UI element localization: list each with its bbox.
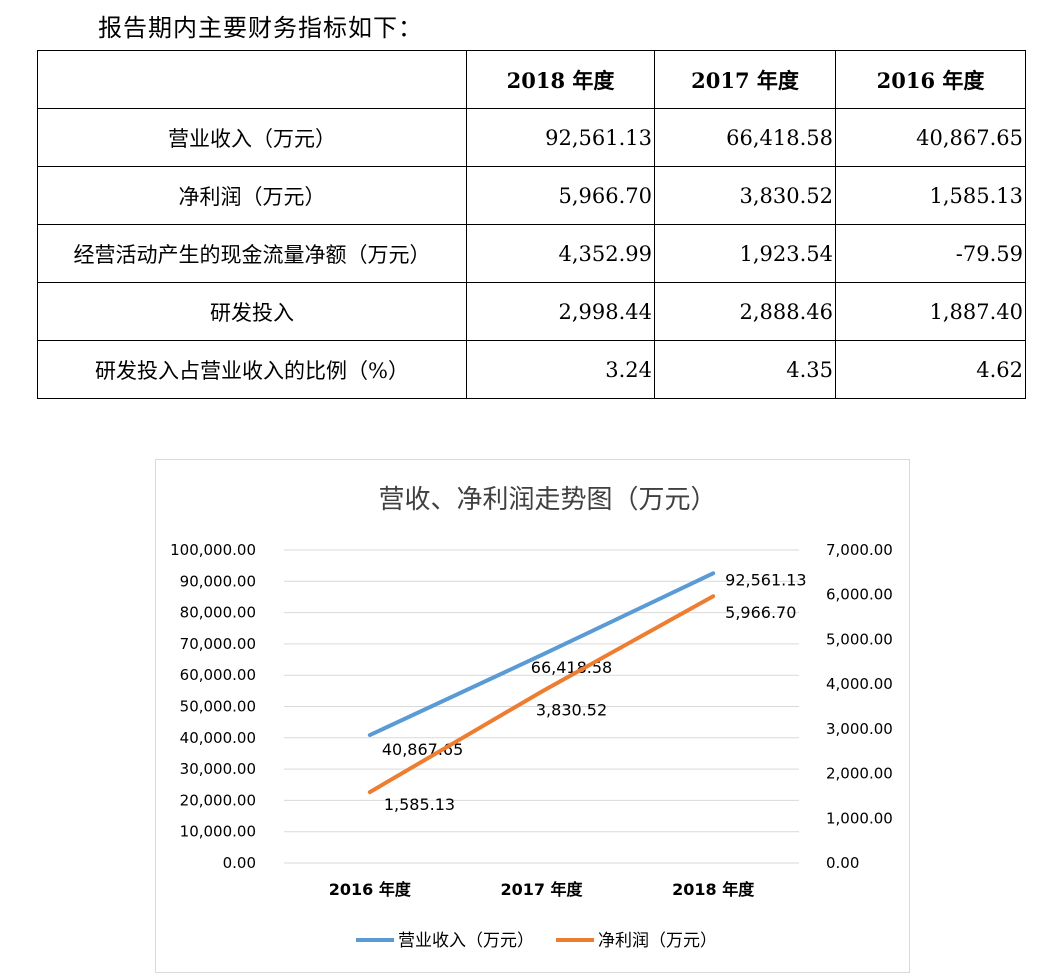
- x-tick-label: 2018 年度: [672, 880, 755, 899]
- header-cell: 2018 年度: [466, 50, 655, 109]
- financial-table: 2018 年度 2017 年度 2016 年度 营业收入（万元） 92,561.…: [37, 50, 1026, 399]
- chart-title: 营收、净利润走势图（万元）: [378, 485, 716, 515]
- y-right-tick-label: 3,000.00: [826, 720, 893, 738]
- cell-value: 1,887.40: [835, 282, 1026, 341]
- y-left-tick-label: 80,000.00: [180, 604, 256, 622]
- y-left-tick-label: 90,000.00: [180, 572, 256, 590]
- table-row: 研发投入占营业收入的比例（%） 3.24 4.35 4.62: [37, 340, 1026, 399]
- y-left-tick-label: 10,000.00: [180, 823, 256, 841]
- cell-value: 1,923.54: [654, 224, 836, 283]
- y-left-tick-label: 100,000.00: [170, 541, 256, 559]
- cell-value: 5,966.70: [466, 166, 655, 225]
- cell-value: 2,888.46: [654, 282, 836, 341]
- y-right-tick-label: 1,000.00: [826, 809, 893, 827]
- data-label: 3,830.52: [536, 701, 607, 720]
- trend-chart: 营收、净利润走势图（万元） 0.00 10,000.00 20,000.00 30,00…: [155, 459, 910, 973]
- series-line: [367, 594, 716, 795]
- y-left-tick-label: 0.00: [223, 854, 256, 872]
- y-right-tick-label: 6,000.00: [826, 586, 893, 604]
- data-label: 1,585.13: [384, 795, 455, 814]
- header-cell: 2017 年度: [654, 50, 836, 109]
- y-right-tick-label: 7,000.00: [826, 541, 893, 559]
- y-right-tick-label: 0.00: [826, 854, 859, 872]
- row-label: 营业收入（万元）: [37, 108, 467, 167]
- cell-value: 4,352.99: [466, 224, 655, 283]
- cell-value: 3,830.52: [654, 166, 836, 225]
- y-left-tick-label: 40,000.00: [180, 729, 256, 747]
- legend-label: 净利润（万元）: [598, 931, 717, 951]
- cell-value: 66,418.58: [654, 108, 836, 167]
- row-label: 研发投入: [37, 282, 467, 341]
- cell-value: 2,998.44: [466, 282, 655, 341]
- cell-value: 40,867.65: [835, 108, 1026, 167]
- y-left-tick-label: 50,000.00: [180, 698, 256, 716]
- cell-value: 92,561.13: [466, 108, 655, 167]
- table-row: 营业收入（万元） 92,561.13 66,418.58 40,867.65: [37, 108, 1026, 167]
- data-label: 40,867.65: [382, 740, 463, 759]
- header-cell: [37, 50, 467, 109]
- intro-text: 报告期内主要财务指标如下：: [98, 14, 423, 42]
- cell-value: 4.62: [835, 340, 1026, 399]
- cell-value: 3.24: [466, 340, 655, 399]
- y-left-tick-label: 30,000.00: [180, 760, 256, 778]
- cell-value: 4.35: [654, 340, 836, 399]
- table-row: 研发投入 2,998.44 2,888.46 1,887.40: [37, 282, 1026, 341]
- y-right-tick-label: 5,000.00: [826, 630, 893, 648]
- header-cell: 2016 年度: [835, 50, 1026, 109]
- cell-value: 1,585.13: [835, 166, 1026, 225]
- row-label: 研发投入占营业收入的比例（%）: [37, 340, 467, 399]
- x-tick-label: 2017 年度: [500, 880, 583, 899]
- legend-label: 营业收入（万元）: [398, 931, 534, 951]
- row-label: 净利润（万元）: [37, 166, 467, 225]
- y-left-tick-label: 70,000.00: [180, 635, 256, 653]
- y-right-tick-label: 2,000.00: [826, 765, 893, 783]
- y-left-tick-label: 20,000.00: [180, 791, 256, 809]
- y-left-tick-label: 60,000.00: [180, 666, 256, 684]
- table-row: 经营活动产生的现金流量净额（万元） 4,352.99 1,923.54 -79.…: [37, 224, 1026, 283]
- row-label: 经营活动产生的现金流量净额（万元）: [37, 224, 467, 283]
- table-row: 净利润（万元） 5,966.70 3,830.52 1,585.13: [37, 166, 1026, 225]
- table-header-row: 2018 年度 2017 年度 2016 年度: [37, 50, 1026, 109]
- chart-canvas: 营收、净利润走势图（万元） 0.00 10,000.00 20,000.00 30,00…: [170, 485, 893, 951]
- data-label: 5,966.70: [725, 603, 796, 622]
- y-right-tick-label: 4,000.00: [826, 675, 893, 693]
- x-tick-label: 2016 年度: [329, 880, 412, 899]
- cell-value: -79.59: [835, 224, 1026, 283]
- data-label: 92,561.13: [725, 570, 806, 589]
